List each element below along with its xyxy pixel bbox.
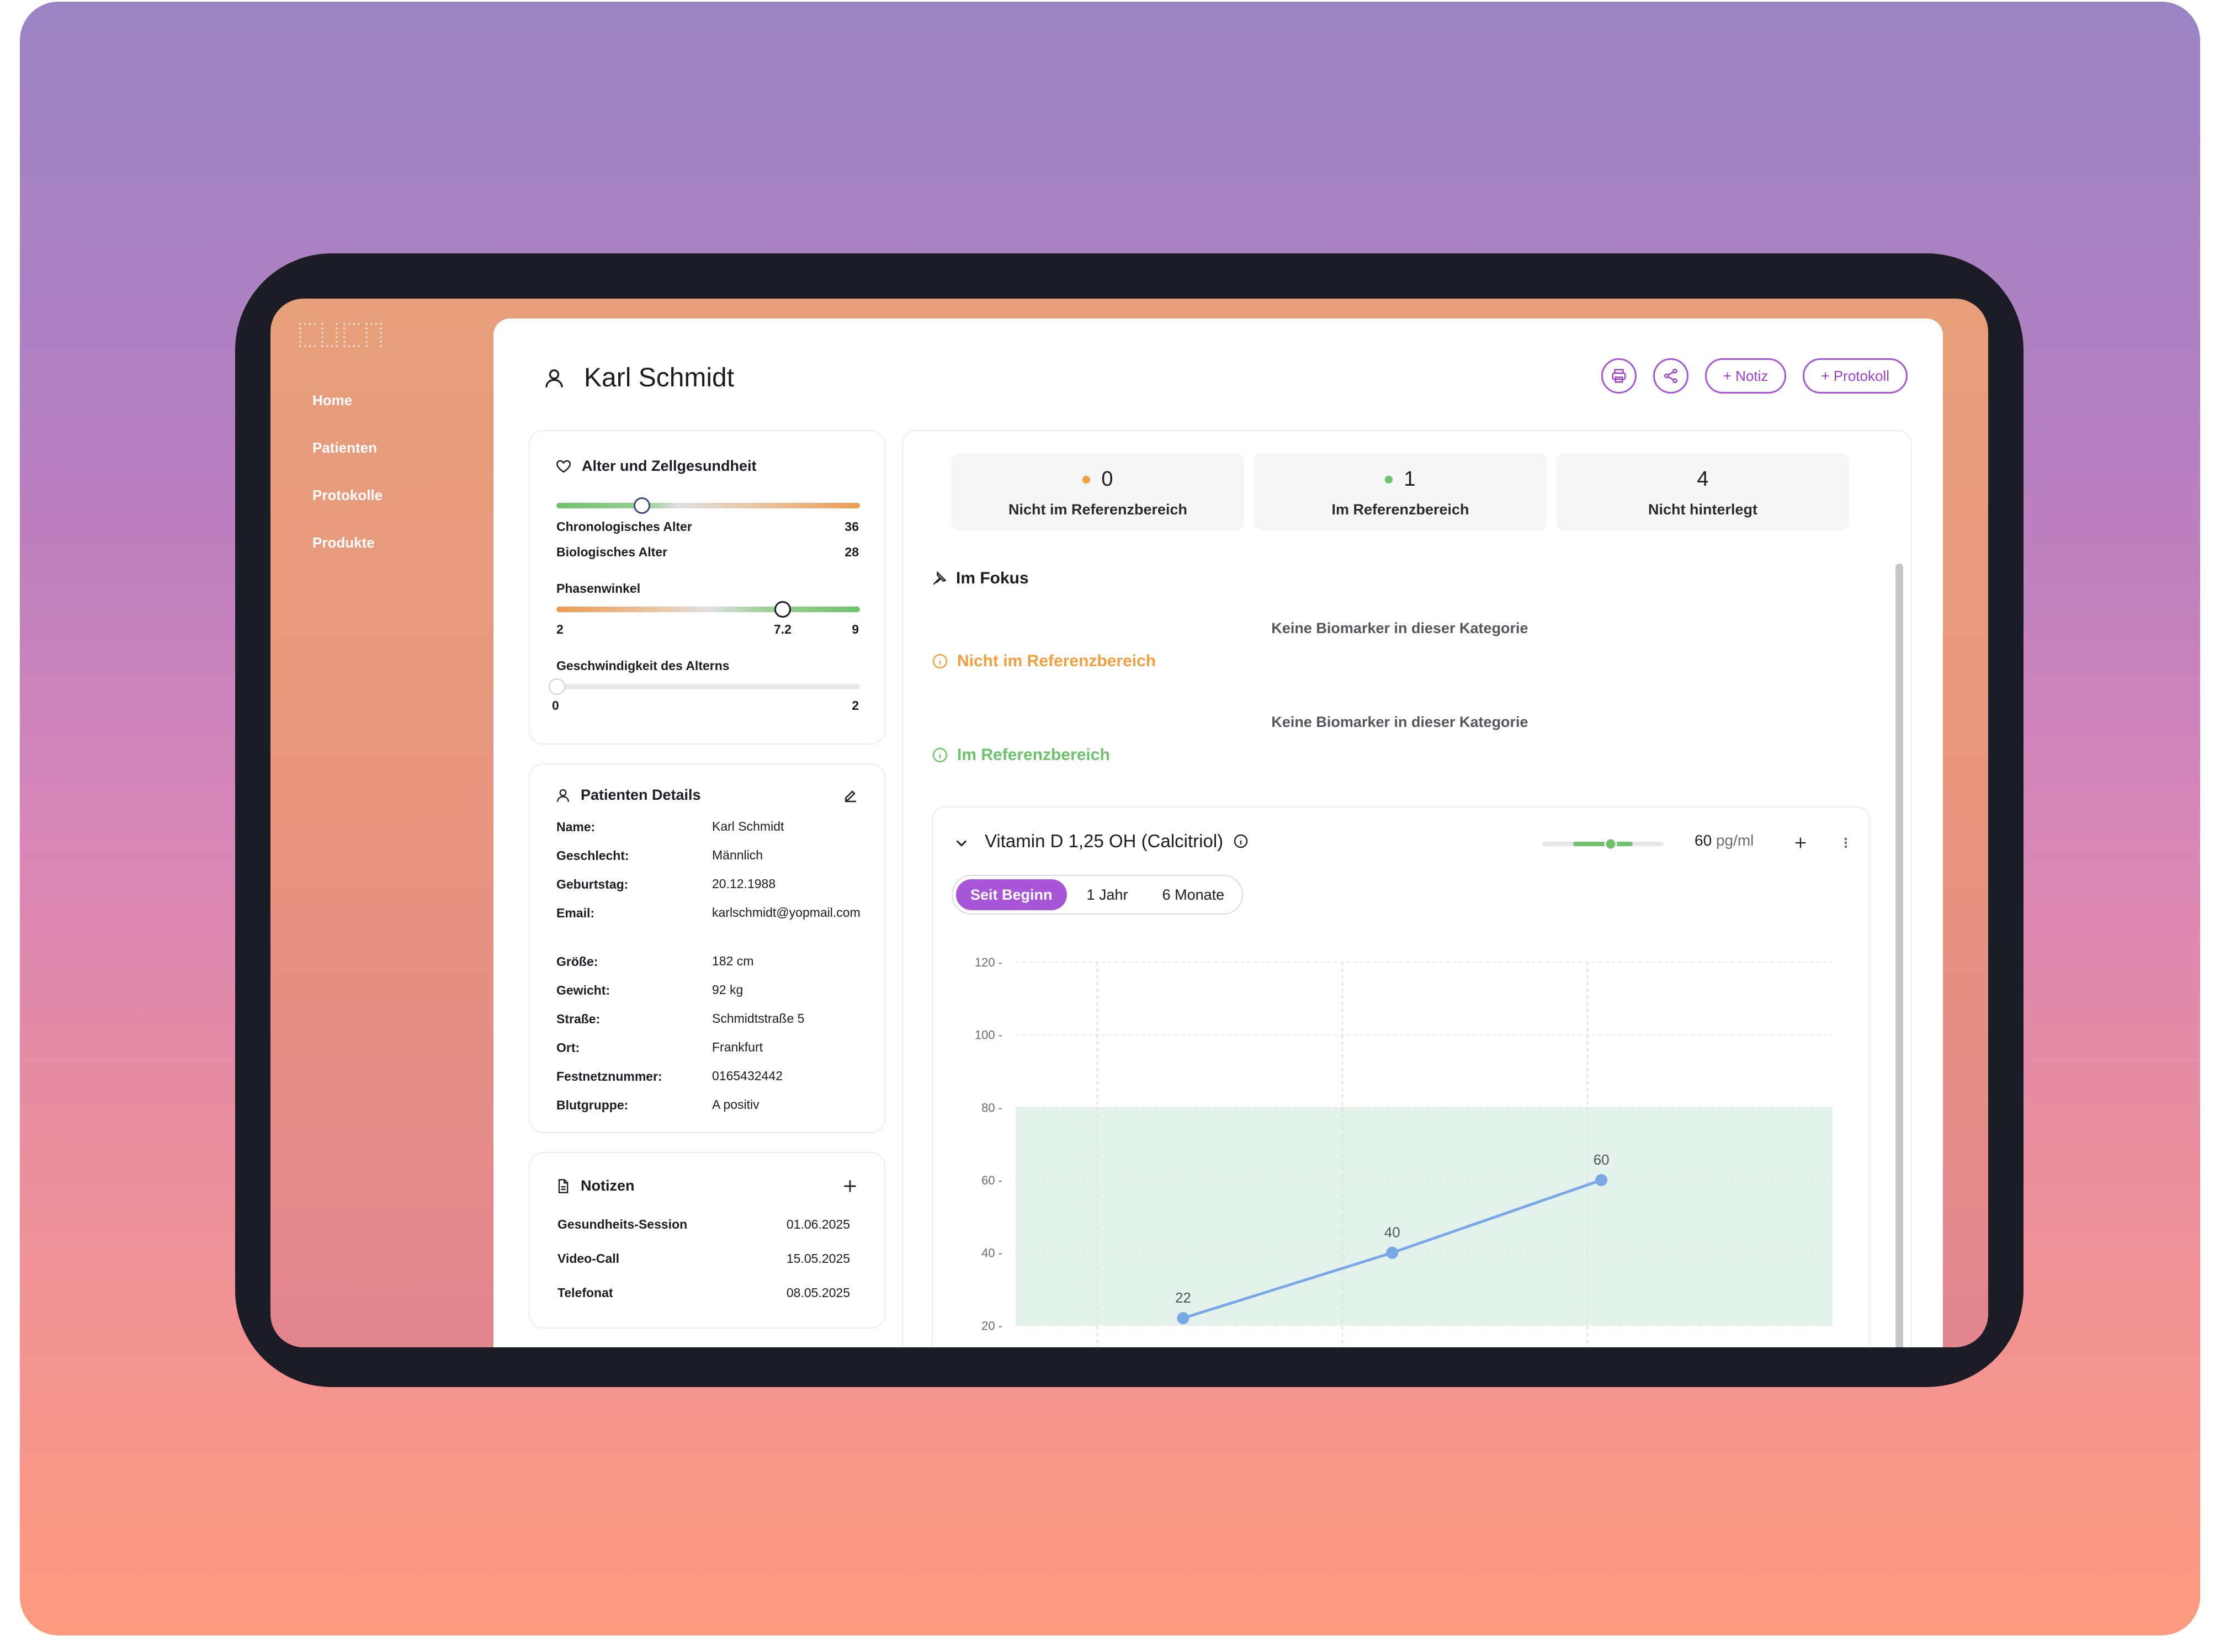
add-protocol-button[interactable]: + Protokoll — [1803, 358, 1908, 394]
title-row: Karl Schmidt — [543, 363, 734, 393]
add-note-icon[interactable] — [841, 1177, 859, 1195]
age-card-header: Alter und Zellgesundheit — [555, 458, 757, 475]
age-slider-track — [556, 503, 860, 508]
sidebar-item-protokolle[interactable]: Protokolle — [312, 487, 383, 503]
reference-band — [1016, 1107, 1833, 1326]
y-tick-label: 100 - — [975, 1028, 1002, 1042]
note-item[interactable]: Gesundheits-Session 01.06.2025 — [557, 1217, 850, 1231]
focus-section-title: Im Fokus — [932, 569, 1029, 588]
chevron-down-icon[interactable] — [954, 835, 969, 851]
edit-icon[interactable] — [842, 788, 859, 804]
patient-details-title: Patienten Details — [581, 787, 701, 803]
aging-speed-knob[interactable] — [549, 678, 565, 695]
printer-icon — [1612, 369, 1626, 383]
background: Home Patienten Protokolle Produkte Karl … — [20, 2, 2200, 1635]
data-point — [1386, 1246, 1399, 1259]
share-icon — [1664, 368, 1677, 384]
y-tick-label: 20 - — [981, 1319, 1002, 1332]
out-of-range-empty-message: Keine Biomarker in dieser Kategorie — [1271, 714, 1528, 730]
notes-card: Notizen Gesundheits-Session 01.06.2025 V… — [529, 1152, 885, 1329]
sidebar-item-home[interactable]: Home — [312, 392, 353, 408]
age-slider-knob[interactable] — [634, 497, 650, 514]
main-panel: Karl Schmidt + Notiz — [493, 318, 1943, 1347]
focus-empty-message: Keine Biomarker in dieser Kategorie — [1271, 620, 1528, 636]
app-screen: Home Patienten Protokolle Produkte Karl … — [270, 299, 1988, 1347]
biomarker-value: 60 pg/ml — [1695, 832, 1754, 849]
sidebar-item-produkte[interactable]: Produkte — [312, 534, 375, 551]
heart-icon — [556, 460, 571, 472]
info-icon — [932, 654, 948, 669]
y-tick-label: 60 - — [981, 1173, 1002, 1187]
data-label: 22 — [1175, 1289, 1191, 1306]
tablet-frame: Home Patienten Protokolle Produkte Karl … — [235, 253, 2024, 1387]
share-button[interactable] — [1653, 358, 1688, 394]
age-card-title: Alter und Zellgesundheit — [582, 458, 757, 474]
patient-details-header: Patienten Details — [555, 787, 701, 804]
add-note-button[interactable]: + Notiz — [1704, 358, 1787, 394]
bio-age-value: 28 — [845, 545, 859, 559]
age-card: Alter und Zellgesundheit Chronologisches… — [529, 430, 885, 745]
stat-out-of-range[interactable]: 0 Nicht im Referenzbereich — [952, 453, 1244, 530]
page-title: Karl Schmidt — [584, 363, 735, 392]
phase-value: 7.2 — [774, 622, 792, 636]
phase-min: 2 — [556, 622, 564, 636]
orange-dot-icon — [1082, 475, 1091, 484]
scrollbar[interactable] — [1895, 564, 1903, 1347]
notes-title: Notizen — [581, 1177, 635, 1194]
tab-seit-beginn[interactable]: Seit Beginn — [956, 879, 1067, 910]
y-tick-label: 120 - — [975, 955, 1002, 969]
range-indicator — [1542, 837, 1664, 851]
y-tick-label: 80 - — [981, 1101, 1002, 1114]
more-vertical-icon[interactable] — [1840, 835, 1851, 851]
aging-speed-track — [556, 684, 860, 689]
note-item[interactable]: Video-Call 15.05.2025 — [557, 1251, 850, 1266]
phase-slider-knob[interactable] — [774, 601, 791, 618]
print-button[interactable] — [1601, 358, 1637, 394]
document-icon — [558, 1178, 569, 1193]
data-point — [1177, 1312, 1189, 1325]
biomarker-card: Vitamin D 1,25 OH (Calcitriol) 60 — [932, 806, 1870, 1347]
chrono-age-label: Chronologisches Alter — [556, 519, 692, 534]
time-range-tabs: Seit Beginn 1 Jahr 6 Monate — [952, 875, 1244, 915]
phase-angle-label: Phasenwinkel — [556, 581, 641, 596]
info-icon[interactable] — [1233, 833, 1249, 849]
sidebar-item-patienten[interactable]: Patienten — [312, 439, 378, 456]
sidebar-nav: Home Patienten Protokolle Produkte — [312, 392, 383, 582]
bio-age-label: Biologisches Alter — [556, 545, 668, 559]
header-actions: + Notiz + Protokoll — [1601, 358, 1908, 394]
in-range-section-title: Im Referenzbereich — [932, 746, 1110, 764]
info-icon — [932, 747, 948, 763]
user-icon — [545, 369, 563, 387]
patient-details-card: Patienten Details Name: Karl Schmidt Ges… — [529, 763, 885, 1133]
biomarker-area: 0 Nicht im Referenzbereich 1 Im Referenz… — [902, 430, 1912, 1347]
user-icon — [556, 789, 570, 802]
biomarker-title: Vitamin D 1,25 OH (Calcitriol) — [985, 831, 1249, 852]
aging-speed-label: Geschwindigkeit des Alterns — [556, 658, 730, 673]
stat-not-recorded[interactable]: 4 Nicht hinterlegt — [1557, 453, 1849, 530]
out-of-range-section-title: Nicht im Referenzbereich — [932, 652, 1156, 671]
phase-max: 9 — [852, 622, 859, 636]
stat-in-range[interactable]: 1 Im Referenzbereich — [1254, 453, 1547, 530]
notes-header: Notizen — [555, 1177, 635, 1194]
tab-1-jahr[interactable]: 1 Jahr — [1086, 886, 1128, 903]
aging-speed-max: 2 — [852, 698, 859, 713]
y-tick-label: 40 - — [981, 1246, 1002, 1260]
ever-logo — [299, 323, 382, 347]
data-label: 40 — [1384, 1224, 1400, 1241]
note-item[interactable]: Telefonat 08.05.2025 — [557, 1286, 850, 1300]
data-label: 60 — [1594, 1151, 1610, 1168]
tab-6-monate[interactable]: 6 Monate — [1162, 886, 1225, 903]
chrono-age-value: 36 — [845, 519, 859, 534]
green-dot-icon — [1385, 475, 1393, 484]
phase-slider-track — [556, 607, 860, 612]
data-point — [1595, 1174, 1608, 1186]
pin-icon — [933, 571, 947, 585]
aging-speed-min: 0 — [552, 698, 559, 713]
plus-icon[interactable] — [1793, 835, 1808, 851]
